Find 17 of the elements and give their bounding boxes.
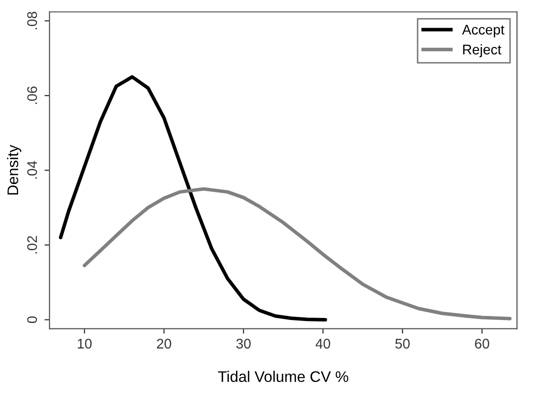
x-tick-label: 20	[156, 338, 172, 349]
line-series	[58, 75, 328, 322]
x-axis-title: Tidal Volume CV %	[218, 370, 348, 382]
y-tick-label: .02	[27, 236, 38, 254]
line-series	[82, 187, 512, 320]
x-tick-label: 50	[395, 338, 410, 349]
x-tick-label: 60	[475, 338, 490, 349]
y-tick-label: .06	[27, 86, 38, 104]
x-tick-label: 30	[236, 338, 251, 349]
y-tick-label: 0	[27, 316, 38, 324]
x-tick-label: 40	[316, 338, 330, 349]
y-tick-label: .04	[27, 161, 38, 179]
legend-label: Accept	[462, 24, 504, 38]
x-tick-label: 10	[78, 338, 92, 349]
y-tick-label: .08	[27, 12, 38, 30]
legend-label: Reject	[463, 44, 502, 58]
y-axis-title: Density	[7, 144, 22, 194]
